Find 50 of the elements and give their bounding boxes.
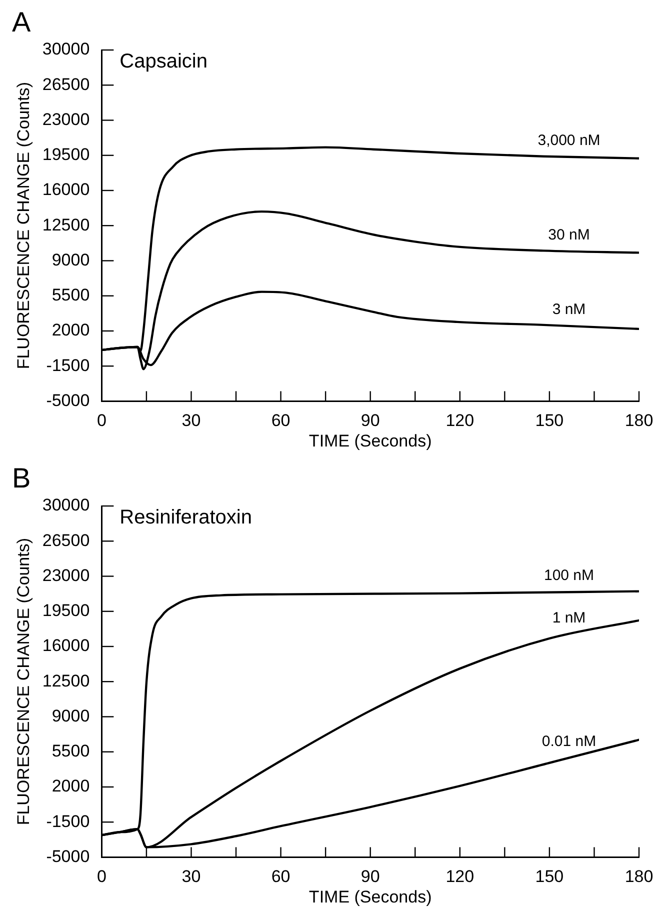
series-label: 1 nM [552,610,586,627]
y-tick-label: -1500 [46,356,90,375]
x-tick-label: 60 [271,411,290,430]
y-tick-label: 30000 [42,496,90,515]
x-tick-label: 60 [271,867,290,886]
y-tick-label: -1500 [46,812,90,831]
series-label: 30 nM [548,226,590,244]
x-tick-label: 30 [182,867,201,886]
x-tick-label: 150 [535,411,564,430]
x-tick-label: 120 [446,867,474,886]
y-tick-label: 2000 [52,776,90,796]
y-tick-label: 16000 [42,636,90,656]
y-tick-label: 12500 [42,671,90,690]
y-tick-label: 23000 [42,566,90,585]
x-tick-label: 180 [624,867,654,886]
y-tick-label: 9000 [52,250,90,270]
y-tick-label: 30000 [42,40,90,59]
x-tick-label: 120 [446,411,474,430]
chart-title: Capsaicin [120,50,208,73]
x-tick-label: 0 [96,867,106,886]
x-axis-title: TIME (Seconds) [308,431,432,450]
x-tick-label: 90 [360,867,380,886]
x-tick-label: 180 [624,411,654,430]
y-axis-title: FLUORESCENCE CHANGE (Counts) [14,82,33,370]
y-tick-label: 16000 [42,180,90,200]
y-tick-label: 19500 [42,601,90,620]
x-axis-title: TIME (Seconds) [308,887,432,906]
chart-title: Resiniferatoxin [120,506,252,529]
x-tick-label: 0 [96,411,106,430]
y-tick-label: -5000 [46,390,90,410]
series-label: 100 nM [544,567,594,584]
x-tick-label: 90 [360,411,380,430]
text: B [12,462,31,494]
y-tick-label: 5500 [52,286,90,305]
y-tick-label: 5500 [52,742,90,761]
y-tick-label: 12500 [42,215,90,234]
y-tick-label: 26500 [42,74,90,94]
y-tick-label: 9000 [52,706,90,726]
y-axis-title: FLUORESCENCE CHANGE (Counts) [14,538,33,826]
y-tick-label: -5000 [46,846,90,866]
x-tick-label: 30 [182,411,201,430]
text: A [12,6,31,38]
series-label: 3 nM [552,301,586,318]
series-label: 0.01 nM [542,732,596,750]
x-tick-label: 150 [535,867,564,886]
y-tick-label: 26500 [42,530,90,550]
y-tick-label: 19500 [42,145,90,164]
y-tick-label: 2000 [52,320,90,340]
series-label: 3,000 nM [538,132,600,150]
y-tick-label: 23000 [42,110,90,129]
